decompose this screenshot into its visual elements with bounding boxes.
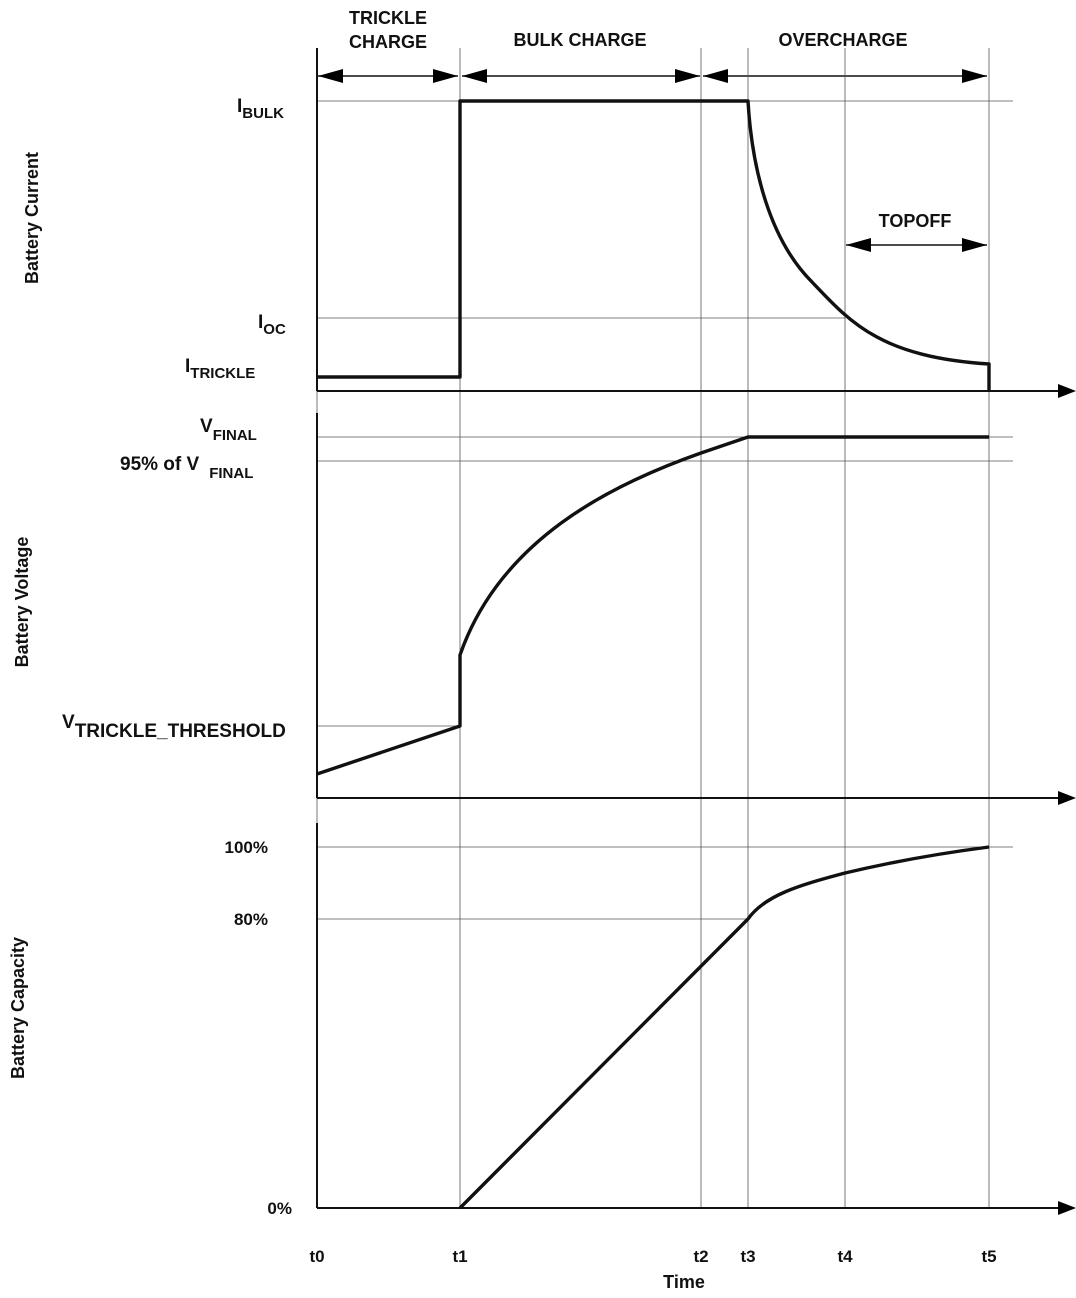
- trickle-label-line1: TRICKLE: [349, 8, 427, 28]
- tick-t4: t4: [837, 1247, 853, 1266]
- capacity-panel: Battery Capacity 100% 80% 0%: [8, 823, 1076, 1218]
- current-axis-arrowhead: [1058, 384, 1076, 398]
- tick-t3: t3: [740, 1247, 755, 1266]
- time-axis-title: Time: [663, 1272, 705, 1292]
- overcharge-label: OVERCHARGE: [778, 30, 907, 50]
- arrowhead: [462, 69, 487, 83]
- phase-arrows: [318, 69, 987, 83]
- capacity-axis-arrowhead: [1058, 1201, 1076, 1215]
- arrowhead: [962, 238, 987, 252]
- arrowhead: [433, 69, 458, 83]
- tick-t2: t2: [693, 1247, 708, 1266]
- arrowhead: [675, 69, 700, 83]
- cap80-tick-label: 80%: [234, 910, 268, 929]
- trickle-label-line2: CHARGE: [349, 32, 427, 52]
- cap0-tick-label: 0%: [267, 1199, 292, 1218]
- voltage-axis-title: Battery Voltage: [12, 537, 32, 668]
- vfinal-label: VFINAL: [200, 416, 257, 444]
- voltage-curve: [316, 435, 989, 776]
- cap100-tick-label: 100%: [225, 838, 268, 857]
- current-curve: [317, 99, 991, 391]
- arrowhead: [703, 69, 728, 83]
- tick-t0: t0: [309, 1247, 324, 1266]
- ioc-label: IOC: [258, 312, 286, 338]
- tick-t1: t1: [452, 1247, 467, 1266]
- voltage-panel: Battery Voltage VFINAL 95% of V FINAL VTR…: [12, 413, 1076, 805]
- capacity-axis-title: Battery Capacity: [8, 937, 28, 1079]
- ibulk-label: IBULK: [237, 96, 284, 122]
- time-axis: t0 t1 t2 t3 t4 t5 Time: [309, 1247, 996, 1292]
- arrowhead: [962, 69, 987, 83]
- bulk-charge-label: BULK CHARGE: [514, 30, 647, 50]
- capacity-curve: [458, 845, 990, 1210]
- current-panel: Battery Current IBULK IOC ITRICKLE TOPOF…: [22, 48, 1076, 398]
- tick-t5: t5: [981, 1247, 996, 1266]
- vthreshold-label: VTRICKLE_THRESHOLD: [62, 712, 286, 742]
- voltage-axis-arrowhead: [1058, 791, 1076, 805]
- v95-label: 95% of V FINAL: [120, 454, 253, 482]
- phase-header: TRICKLE CHARGE BULK CHARGE OVERCHARGE: [318, 8, 987, 83]
- arrowhead: [318, 69, 343, 83]
- current-axis-title: Battery Current: [22, 152, 42, 284]
- itrickle-label: ITRICKLE: [185, 356, 255, 382]
- topoff-label: TOPOFF: [879, 211, 952, 231]
- arrowhead: [846, 238, 871, 252]
